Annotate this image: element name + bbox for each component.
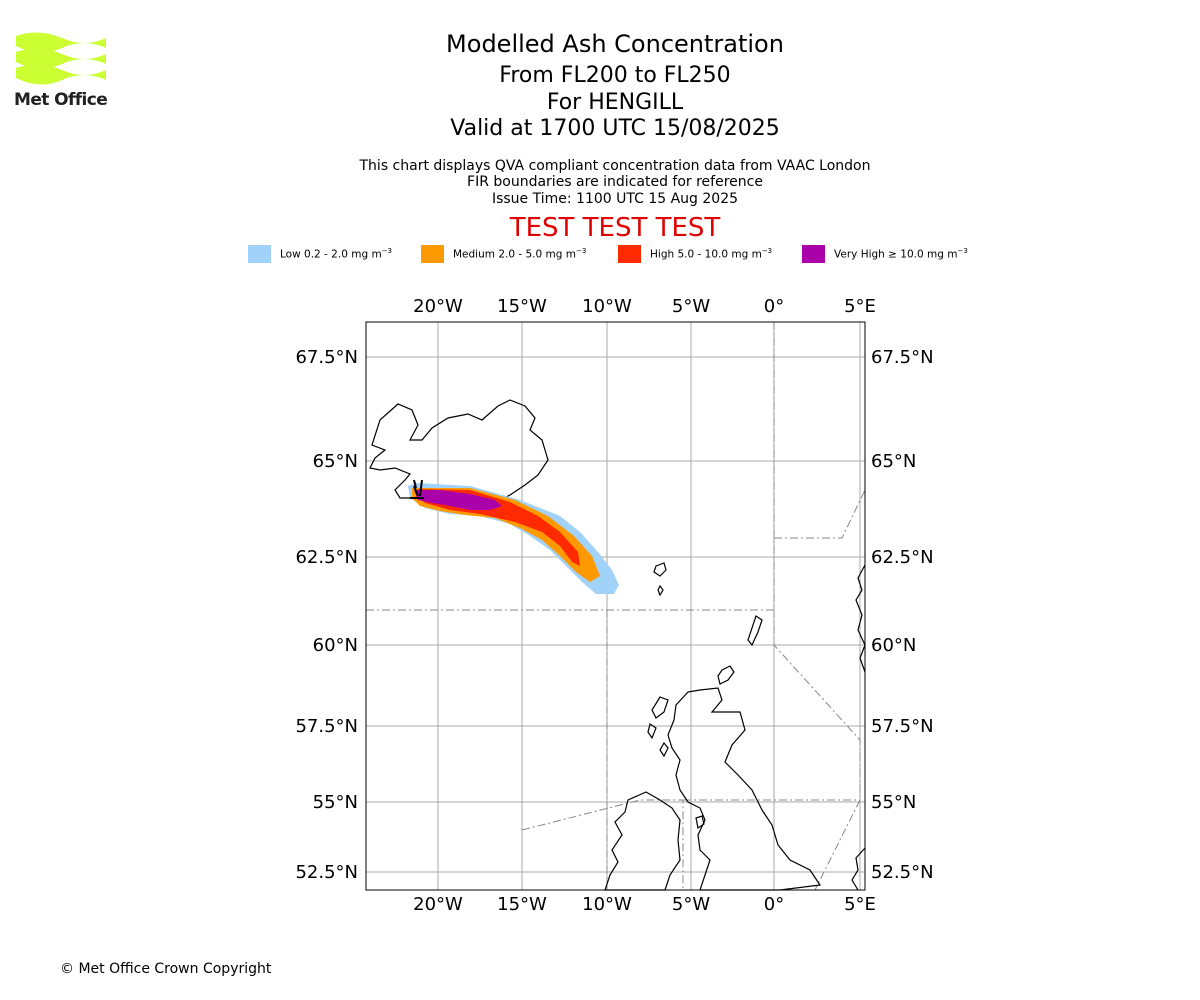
great-britain-coastline bbox=[667, 687, 822, 891]
legend-swatch-very-high bbox=[802, 245, 825, 263]
logo-wordmark: Met Office bbox=[14, 90, 108, 110]
isle-of-man-coastline bbox=[695, 815, 705, 829]
info-line-2: FIR boundaries are indicated for referen… bbox=[467, 174, 763, 190]
lat-tick-label-left: 57.5°N bbox=[295, 716, 358, 737]
lat-tick-label-right: 52.5°N bbox=[871, 862, 934, 883]
legend-swatch-high bbox=[618, 245, 641, 263]
lat-tick-label-right: 67.5°N bbox=[871, 347, 934, 368]
lat-tick-label-right: 60°N bbox=[871, 635, 916, 656]
legend-label-high: High 5.0 - 10.0 mg m−3 bbox=[650, 247, 773, 261]
ash-high bbox=[416, 489, 580, 566]
lon-tick-label-bottom: 15°W bbox=[497, 894, 547, 915]
info-line-1: This chart displays QVA compliant concen… bbox=[359, 158, 871, 174]
legend-item-very-high: Very High ≥ 10.0 mg m−3 bbox=[802, 244, 968, 264]
volcano-marker bbox=[410, 479, 424, 499]
legend-item-high: High 5.0 - 10.0 mg m−3 bbox=[618, 244, 772, 264]
ash-medium bbox=[412, 488, 600, 582]
lon-tick-label-top: 10°W bbox=[582, 296, 632, 317]
norway-coastline bbox=[855, 564, 866, 673]
issue-time: Issue Time: 1100 UTC 15 Aug 2025 bbox=[491, 191, 739, 207]
lat-tick-label-left: 52.5°N bbox=[295, 862, 358, 883]
legend-swatch-medium bbox=[421, 245, 444, 263]
test-banner: TEST TEST TEST bbox=[509, 213, 721, 243]
lat-tick-label-right: 55°N bbox=[871, 792, 916, 813]
lat-tick-label-right: 65°N bbox=[871, 451, 916, 472]
legend-item-medium: Medium 2.0 - 5.0 mg m−3 bbox=[421, 244, 586, 264]
orkney-coastline bbox=[717, 665, 735, 685]
lon-tick-label-top: 15°W bbox=[497, 296, 547, 317]
met-office-logo: Met Office bbox=[14, 30, 109, 112]
map-gridlines bbox=[366, 322, 865, 890]
volcano-name: For HENGILL bbox=[546, 90, 684, 115]
lon-tick-label-top: 5°W bbox=[672, 296, 710, 317]
shetland-coastline bbox=[747, 615, 763, 647]
faroe-islands-coastline bbox=[653, 562, 667, 597]
map-frame bbox=[365, 321, 866, 891]
iceland-coastline bbox=[369, 399, 549, 513]
lat-tick-label-left: 67.5°N bbox=[295, 347, 358, 368]
lon-tick-label-bottom: 0° bbox=[764, 894, 784, 915]
ash-plume bbox=[408, 483, 619, 594]
legend-swatch-low bbox=[248, 245, 271, 263]
legend-label-medium: Medium 2.0 - 5.0 mg m−3 bbox=[453, 247, 587, 261]
lat-tick-label-right: 62.5°N bbox=[871, 547, 934, 568]
ash-very-high bbox=[414, 490, 502, 510]
level-range: From FL200 to FL250 bbox=[499, 63, 731, 88]
legend-label-very-high: Very High ≥ 10.0 mg m−3 bbox=[834, 247, 968, 261]
legend-label-low: Low 0.2 - 2.0 mg m−3 bbox=[280, 247, 393, 261]
lon-tick-label-bottom: 5°E bbox=[844, 894, 876, 915]
axis-labels: 20°W 20°W 15°W 15°W 10°W 10°W 5°W 5°W 0° 0° 5°E 5°E… bbox=[295, 296, 933, 915]
copyright: © Met Office Crown Copyright bbox=[60, 961, 272, 977]
valid-time: Valid at 1700 UTC 15/08/2025 bbox=[450, 116, 780, 141]
lon-tick-label-bottom: 20°W bbox=[413, 894, 463, 915]
fir-boundaries bbox=[366, 322, 866, 891]
lon-tick-label-top: 5°E bbox=[844, 296, 876, 317]
lat-tick-label-left: 60°N bbox=[313, 635, 358, 656]
hebrides-coastline bbox=[647, 696, 669, 758]
lat-tick-label-left: 65°N bbox=[313, 451, 358, 472]
lon-tick-label-bottom: 10°W bbox=[582, 894, 632, 915]
lat-tick-label-left: 62.5°N bbox=[295, 547, 358, 568]
volcano-icon bbox=[410, 479, 424, 499]
lon-tick-label-bottom: 5°W bbox=[672, 894, 710, 915]
met-office-waves-icon bbox=[16, 32, 106, 85]
lat-tick-label-right: 57.5°N bbox=[871, 716, 934, 737]
lat-tick-label-left: 55°N bbox=[313, 792, 358, 813]
lon-tick-label-top: 0° bbox=[764, 296, 784, 317]
lon-tick-label-top: 20°W bbox=[413, 296, 463, 317]
chart-title: Modelled Ash Concentration bbox=[446, 30, 784, 58]
denmark-coastline bbox=[851, 847, 866, 891]
ireland-coastline bbox=[604, 791, 681, 891]
legend-item-low: Low 0.2 - 2.0 mg m−3 bbox=[248, 244, 392, 264]
